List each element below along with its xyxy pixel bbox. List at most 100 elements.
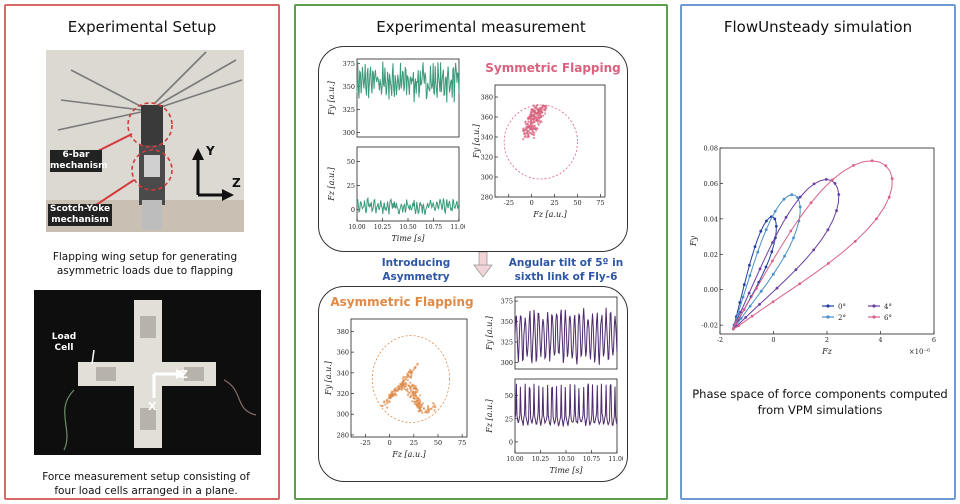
data-point (534, 127, 537, 130)
x-axis-label: Time [s] (391, 234, 425, 243)
data-point (798, 205, 802, 209)
data-point (408, 385, 411, 388)
data-point (425, 409, 428, 412)
data-point (522, 129, 525, 132)
legend-marker (872, 315, 876, 319)
data-point (404, 376, 407, 379)
data-point (388, 400, 391, 403)
data-point (831, 178, 834, 182)
y-tick-label: 320 (337, 390, 349, 398)
data-point (410, 374, 413, 377)
legend-marker (826, 304, 830, 308)
data-point (429, 407, 432, 410)
data-points (380, 362, 437, 414)
data-point (765, 219, 768, 223)
data-point (384, 403, 387, 406)
data-point (406, 376, 409, 379)
y-tick-label: 300 (343, 129, 355, 137)
data-point (875, 217, 878, 221)
data-point (523, 131, 526, 134)
data-point (539, 114, 542, 117)
data-point (395, 394, 398, 397)
data-point (538, 120, 541, 123)
data-point (427, 405, 430, 408)
y-tick-label: 350 (343, 83, 355, 91)
data-point (392, 394, 395, 397)
x-axis-label: Fz (821, 347, 833, 356)
data-point (414, 387, 417, 390)
data-point (542, 108, 545, 111)
series-6° (732, 159, 894, 331)
data-point (416, 388, 419, 392)
data-point (783, 254, 786, 258)
data-point (532, 120, 535, 123)
y-tick-label: 0 (509, 438, 513, 446)
y-tick-label: 350 (501, 318, 513, 326)
data-point (410, 372, 413, 375)
experimental-measurement-panel: Experimental measurement Symmetric Flapp… (294, 4, 668, 500)
panel-title: FlowUnsteady simulation (723, 18, 913, 36)
data-point (853, 239, 857, 243)
data-point (391, 390, 394, 394)
data-point (744, 316, 748, 319)
envelope-circle (503, 104, 578, 180)
data-point (756, 250, 760, 254)
data-point (401, 382, 404, 386)
data-point (418, 398, 421, 401)
y-tick-label: 280 (337, 431, 349, 439)
data-point (410, 394, 413, 397)
asym-fy-time-plot: 375 350 325 300 Fy [a.u.] (485, 296, 618, 370)
data-point (421, 411, 424, 414)
data-point (798, 195, 802, 199)
data-point (400, 386, 403, 389)
x-tick-label: 11.00 (608, 456, 623, 463)
legend-marker (826, 315, 830, 319)
y-tick-label: 380 (337, 328, 349, 336)
data-point (388, 396, 391, 399)
data-point (742, 308, 746, 312)
data-point (824, 178, 828, 181)
asymmetric-title: Asymmetric Flapping (330, 295, 474, 309)
series-2° (732, 193, 802, 331)
data-point (530, 119, 533, 123)
data-point (536, 114, 539, 117)
data-point (422, 407, 425, 410)
y-tick-label: -0.02 (701, 322, 718, 330)
y-tick-label: 340 (481, 134, 493, 142)
data-point (539, 108, 542, 112)
x-tick-label: 10.75 (583, 456, 600, 463)
y-axis-label: Fz [a.u.] (485, 398, 494, 433)
data-point (408, 392, 411, 395)
data-point (526, 117, 529, 120)
x-tick-label: 4 (878, 336, 882, 344)
y-tick-label: 0 (351, 206, 355, 214)
data-point (434, 406, 437, 409)
data-point (528, 130, 531, 133)
x-axis-label: Fz [a.u.] (532, 210, 567, 219)
sym-fz-time-plot: 50 25 0 10.00 10.25 10.50 10.75 11.00 Fz [a.u.] T… (327, 146, 465, 243)
data-point (737, 324, 741, 328)
x-tick-label: 50 (434, 439, 442, 447)
flapping-wing-photo: 6-bar mechanism Scotch-Yoke mechanism Y … (46, 50, 244, 232)
y-tick-label: 280 (481, 194, 493, 202)
data-point (415, 399, 419, 402)
axis-y-label: Y (206, 144, 215, 158)
data-point (526, 122, 529, 126)
y-tick-label: 360 (337, 349, 349, 357)
experimental-setup-panel: Experimental Setup 6-bar mech (4, 4, 280, 500)
data-point (784, 215, 788, 219)
data-point (732, 327, 735, 331)
x-tick-label: 10.25 (532, 456, 549, 463)
data-point (402, 385, 405, 388)
data-point (530, 108, 533, 111)
data-point (739, 310, 742, 314)
y-tick-label: 375 (501, 298, 513, 306)
data-point (764, 265, 768, 269)
data-point (406, 379, 409, 382)
data-point (522, 138, 525, 141)
load-cell-photo: Load Cell Z X (34, 290, 261, 455)
series-line (514, 383, 618, 427)
data-point (759, 229, 763, 233)
data-point (386, 402, 389, 405)
data-point (798, 282, 802, 286)
